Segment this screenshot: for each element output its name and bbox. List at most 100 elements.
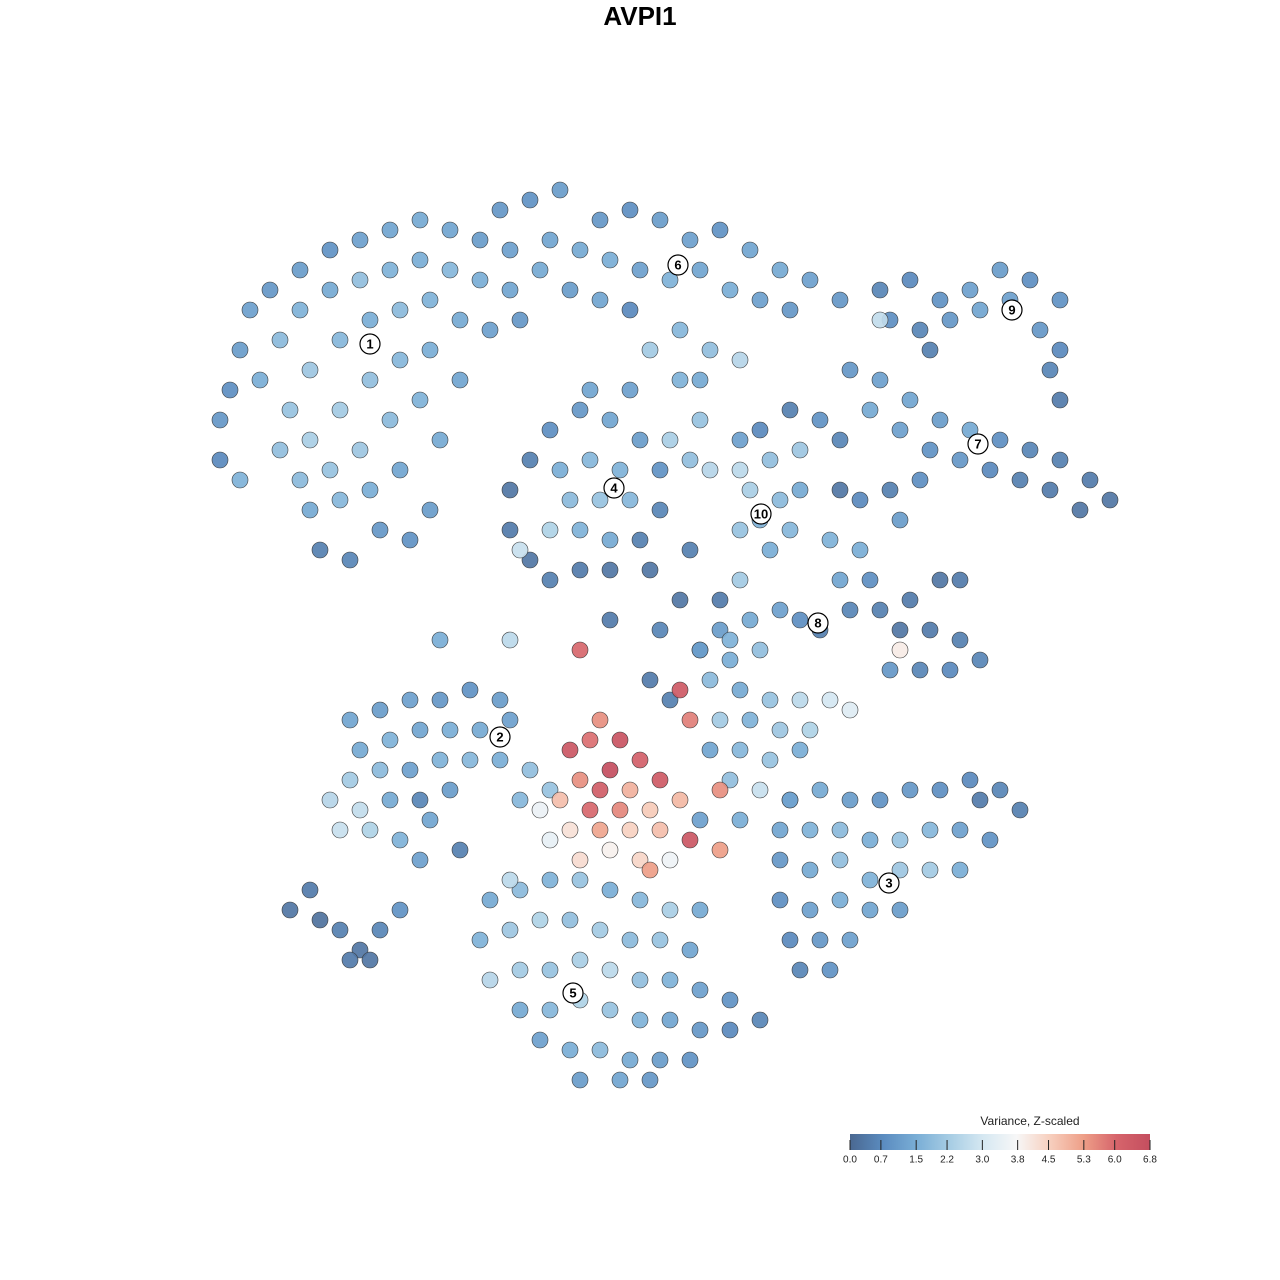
- point: [901, 391, 919, 409]
- cluster-badge: [750, 503, 772, 525]
- cluster-label: 1: [366, 336, 373, 351]
- point: [781, 791, 799, 809]
- point: [601, 841, 619, 859]
- point: [731, 461, 749, 479]
- point: [301, 881, 319, 899]
- point: [331, 821, 349, 839]
- point: [701, 671, 719, 689]
- point: [341, 771, 359, 789]
- point: [411, 251, 429, 269]
- point: [641, 341, 659, 359]
- point: [571, 871, 589, 889]
- point: [921, 861, 939, 879]
- point: [541, 961, 559, 979]
- point: [581, 381, 599, 399]
- point: [491, 751, 509, 769]
- point: [691, 811, 709, 829]
- point: [461, 681, 479, 699]
- point: [611, 1071, 629, 1089]
- point: [471, 931, 489, 949]
- point: [691, 1021, 709, 1039]
- point: [451, 311, 469, 329]
- point: [351, 441, 369, 459]
- point: [421, 811, 439, 829]
- point: [681, 451, 699, 469]
- point: [911, 471, 929, 489]
- point: [971, 791, 989, 809]
- point: [971, 301, 989, 319]
- point: [271, 441, 289, 459]
- point: [231, 471, 249, 489]
- point: [891, 511, 909, 529]
- point: [411, 211, 429, 229]
- point: [711, 781, 729, 799]
- point: [221, 381, 239, 399]
- point: [771, 601, 789, 619]
- point: [891, 901, 909, 919]
- point: [701, 741, 719, 759]
- point: [481, 971, 499, 989]
- point: [511, 881, 529, 899]
- cluster-badge: [489, 726, 511, 748]
- point: [631, 1011, 649, 1029]
- point: [661, 851, 679, 869]
- point: [621, 491, 639, 509]
- point: [281, 401, 299, 419]
- point: [921, 441, 939, 459]
- point: [991, 431, 1009, 449]
- point: [561, 821, 579, 839]
- point: [361, 951, 379, 969]
- point: [611, 461, 629, 479]
- point: [921, 621, 939, 639]
- point: [571, 401, 589, 419]
- point: [651, 621, 669, 639]
- colorbar-title: Variance, Z-scaled: [980, 1114, 1079, 1128]
- point: [481, 321, 499, 339]
- point: [331, 491, 349, 509]
- point: [1101, 491, 1119, 509]
- point: [671, 791, 689, 809]
- point: [511, 961, 529, 979]
- point: [861, 571, 879, 589]
- colorbar-tick-label: 5.3: [1077, 1155, 1091, 1166]
- point: [621, 931, 639, 949]
- point: [531, 261, 549, 279]
- point: [291, 471, 309, 489]
- point: [341, 951, 359, 969]
- point: [661, 431, 679, 449]
- point: [881, 481, 899, 499]
- point: [671, 321, 689, 339]
- point: [661, 901, 679, 919]
- point: [831, 291, 849, 309]
- point: [861, 401, 879, 419]
- point: [391, 301, 409, 319]
- point: [911, 661, 929, 679]
- point: [391, 351, 409, 369]
- point: [691, 981, 709, 999]
- point: [401, 531, 419, 549]
- point: [641, 861, 659, 879]
- point: [571, 561, 589, 579]
- point: [591, 291, 609, 309]
- cluster-badge: [967, 433, 989, 455]
- point: [381, 791, 399, 809]
- point: [211, 451, 229, 469]
- point: [331, 401, 349, 419]
- point: [271, 331, 289, 349]
- point: [591, 821, 609, 839]
- point: [661, 971, 679, 989]
- point: [741, 481, 759, 499]
- colorbar-tick-label: 3.8: [1011, 1155, 1025, 1166]
- point: [601, 761, 619, 779]
- point: [501, 481, 519, 499]
- point: [541, 1001, 559, 1019]
- colorbar-tick-label: 1.5: [909, 1155, 923, 1166]
- point: [911, 321, 929, 339]
- point: [731, 811, 749, 829]
- point: [611, 801, 629, 819]
- point: [671, 681, 689, 699]
- point: [571, 951, 589, 969]
- point: [261, 281, 279, 299]
- point: [411, 391, 429, 409]
- point: [941, 661, 959, 679]
